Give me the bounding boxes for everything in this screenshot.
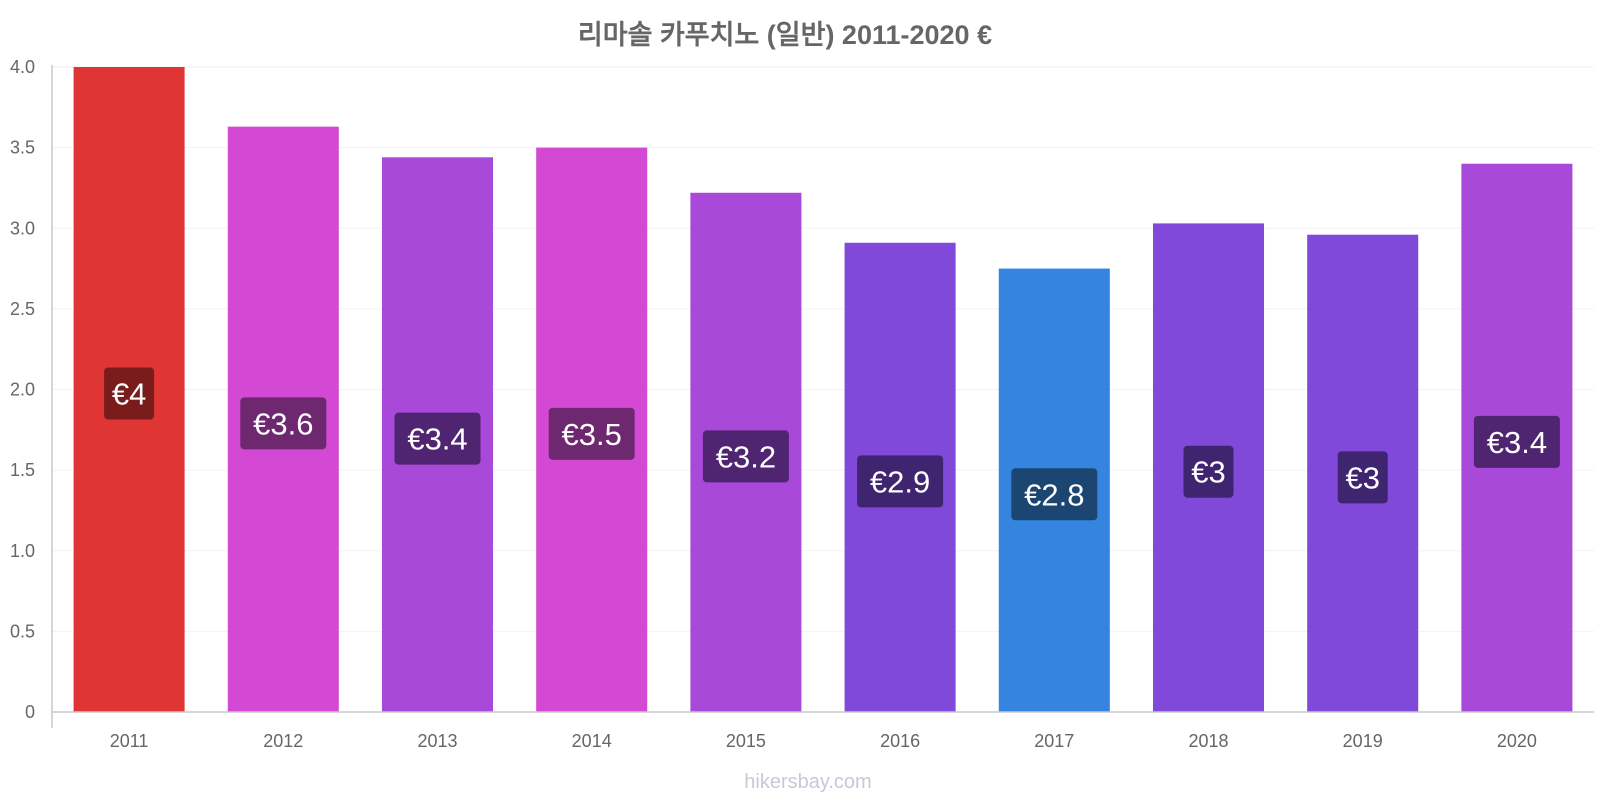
y-tick-label: 0 (25, 702, 35, 722)
value-label: €4 (112, 377, 146, 412)
chart-title: 리마솔 카푸치노 (일반) 2011-2020 € (578, 20, 992, 50)
x-tick-label: 2015 (726, 731, 766, 751)
value-label-box (104, 367, 155, 420)
x-tick-label: 2013 (417, 731, 457, 751)
source-credit: hikersbay.com (744, 771, 871, 793)
value-label: €3.4 (407, 422, 467, 457)
value-label-box (548, 407, 635, 460)
x-tick-label: 2020 (1497, 731, 1537, 751)
value-label: €2.8 (1024, 477, 1084, 512)
x-tick-label: 2014 (572, 731, 612, 751)
x-tick-label: 2012 (263, 731, 303, 751)
y-tick-label: 3.0 (10, 218, 35, 238)
axes (51, 65, 1594, 728)
value-label-box (857, 455, 944, 508)
value-label: €3 (1191, 455, 1225, 490)
value-label: €3.4 (1487, 425, 1547, 460)
y-tick-label: 1.5 (10, 460, 35, 480)
y-tick-label: 0.5 (10, 621, 35, 641)
value-label-box (240, 397, 327, 450)
value-label-box (1011, 468, 1098, 521)
value-label-box (394, 412, 481, 465)
value-label: €3 (1345, 460, 1379, 495)
value-label: €2.9 (870, 464, 930, 499)
y-tick-label: 3.5 (10, 138, 35, 158)
x-tick-label: 2016 (880, 731, 920, 751)
value-label-box (1473, 415, 1560, 468)
x-axis-ticks: 2011 2012 2013 2014 2015 2016 2017 2018 2019 2020 (110, 731, 1537, 751)
value-label-box (1337, 451, 1388, 504)
value-label: €3.2 (716, 439, 776, 474)
y-tick-label: 2.5 (10, 299, 35, 319)
x-tick-label: 2019 (1343, 731, 1383, 751)
y-tick-label: 1.0 (10, 541, 35, 561)
x-tick-label: 2018 (1188, 731, 1228, 751)
value-label: €3.6 (253, 406, 313, 441)
value-label-box (702, 430, 789, 483)
value-labels: €4 €3.6 €3.4 €3.5 €3.2 €2.9 €2.8 €3 €3 €3.4 (104, 367, 1560, 521)
y-tick-label: 4.0 (10, 57, 35, 77)
x-tick-label: 2017 (1034, 731, 1074, 751)
y-tick-label: 2.0 (10, 380, 35, 400)
y-axis-ticks: 0 0.5 1.0 1.5 2.0 2.5 3.0 3.5 4.0 (10, 57, 35, 722)
value-label: €3.5 (562, 417, 622, 452)
value-label-box (1183, 445, 1234, 498)
x-tick-label: 2011 (110, 731, 149, 751)
